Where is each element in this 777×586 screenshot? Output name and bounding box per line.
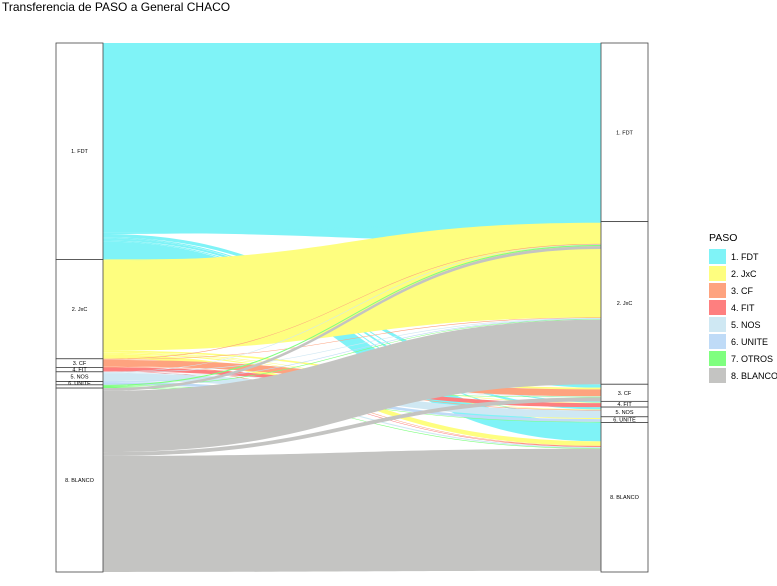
legend-swatch (709, 249, 726, 264)
legend-entry: 1. FDT (731, 252, 759, 262)
general-stratum-2-jxc (600, 221, 649, 385)
flow-6-unite-to-2-jxc (103, 318, 601, 383)
legend-swatch (709, 300, 726, 315)
general-stratum-8-blanco (600, 422, 649, 573)
general-stratum-1-fdt (600, 42, 649, 223)
general-stratum-label: 4. FIT (617, 402, 632, 408)
legend-entry: 4. FIT (731, 303, 755, 313)
flow-8-blanco-to-2-jxc (103, 319, 601, 453)
paso-stratum-label: 3. CF (73, 361, 87, 367)
legend-entry: 7. OTROS (731, 354, 773, 364)
legend-entry: 8. BLANCO (731, 371, 777, 381)
legend-swatch (709, 368, 726, 383)
general-stratum-label: 2. JxC (617, 301, 633, 307)
general-stratum-label: 6. UNITE (613, 418, 636, 424)
paso-stratum-2-jxc (55, 259, 104, 360)
flow-7-otros-to-1-fdt (103, 245, 601, 386)
legend: PASO 1. FDT 2. JxC 3. CF 4. FIT 5. NOS 6. UNIT… (709, 232, 777, 383)
flow-8-blanco-to-3-cf (103, 397, 601, 456)
legend-swatch (709, 266, 726, 281)
flow-5-nos-to-2-jxc (103, 318, 601, 373)
legend-entry: 2. JxC (731, 269, 757, 279)
legend-title: PASO (709, 232, 737, 244)
flow-1-fdt-to-1-fdt (103, 43, 601, 243)
paso-stratum-label: 1. FDT (71, 149, 88, 155)
flow-2-jxc-to-2-jxc (103, 222, 601, 351)
flow-8-blanco-to-1-fdt (103, 246, 601, 391)
legend-swatch (709, 351, 726, 366)
general-stratum-label: 3. CF (618, 391, 632, 397)
flow-7-otros-to-2-jxc (103, 319, 601, 387)
general-stratum-label: 5. NOS (615, 410, 633, 416)
general-stratum-label: 1. FDT (616, 130, 633, 136)
paso-stratum-label: 8. BLANCO (65, 478, 94, 484)
flow-3-cf-to-2-jxc (103, 317, 601, 360)
legend-swatch (709, 317, 726, 332)
paso-stratum-label: 6. UNITE (68, 381, 91, 387)
paso-stratum-8-blanco (55, 387, 104, 573)
paso-stratum-label: 4. FIT (72, 368, 87, 374)
legend-entry: 6. UNITE (731, 337, 768, 347)
general-axis: 1. FDT 2. JxC 3. CF 4. FIT 5. NOS 6. UNITE 8. … (600, 42, 649, 573)
legend-swatch (709, 334, 726, 349)
flow-3-cf-to-1-fdt (103, 243, 601, 360)
flow-8-blanco-to-8-blanco (103, 448, 601, 572)
chart-title: Transferencia de PASO a General CHACO (2, 0, 231, 14)
flows-layer (103, 43, 601, 572)
legend-swatch (709, 283, 726, 298)
legend-entry: 3. CF (731, 286, 754, 296)
paso-stratum-1-fdt (55, 42, 104, 260)
flow-1-fdt-to-2-jxc (103, 221, 601, 234)
paso-stratum-7-otros (55, 384, 104, 389)
paso-stratum-label: 2. JxC (72, 307, 88, 313)
legend-entry: 5. NOS (731, 320, 761, 330)
flow-5-nos-to-1-fdt (103, 244, 601, 373)
flow-1-fdt-to-8-blanco (103, 241, 601, 442)
general-stratum-label: 8. BLANCO (610, 495, 639, 501)
paso-stratum-label: 5. NOS (70, 375, 88, 381)
